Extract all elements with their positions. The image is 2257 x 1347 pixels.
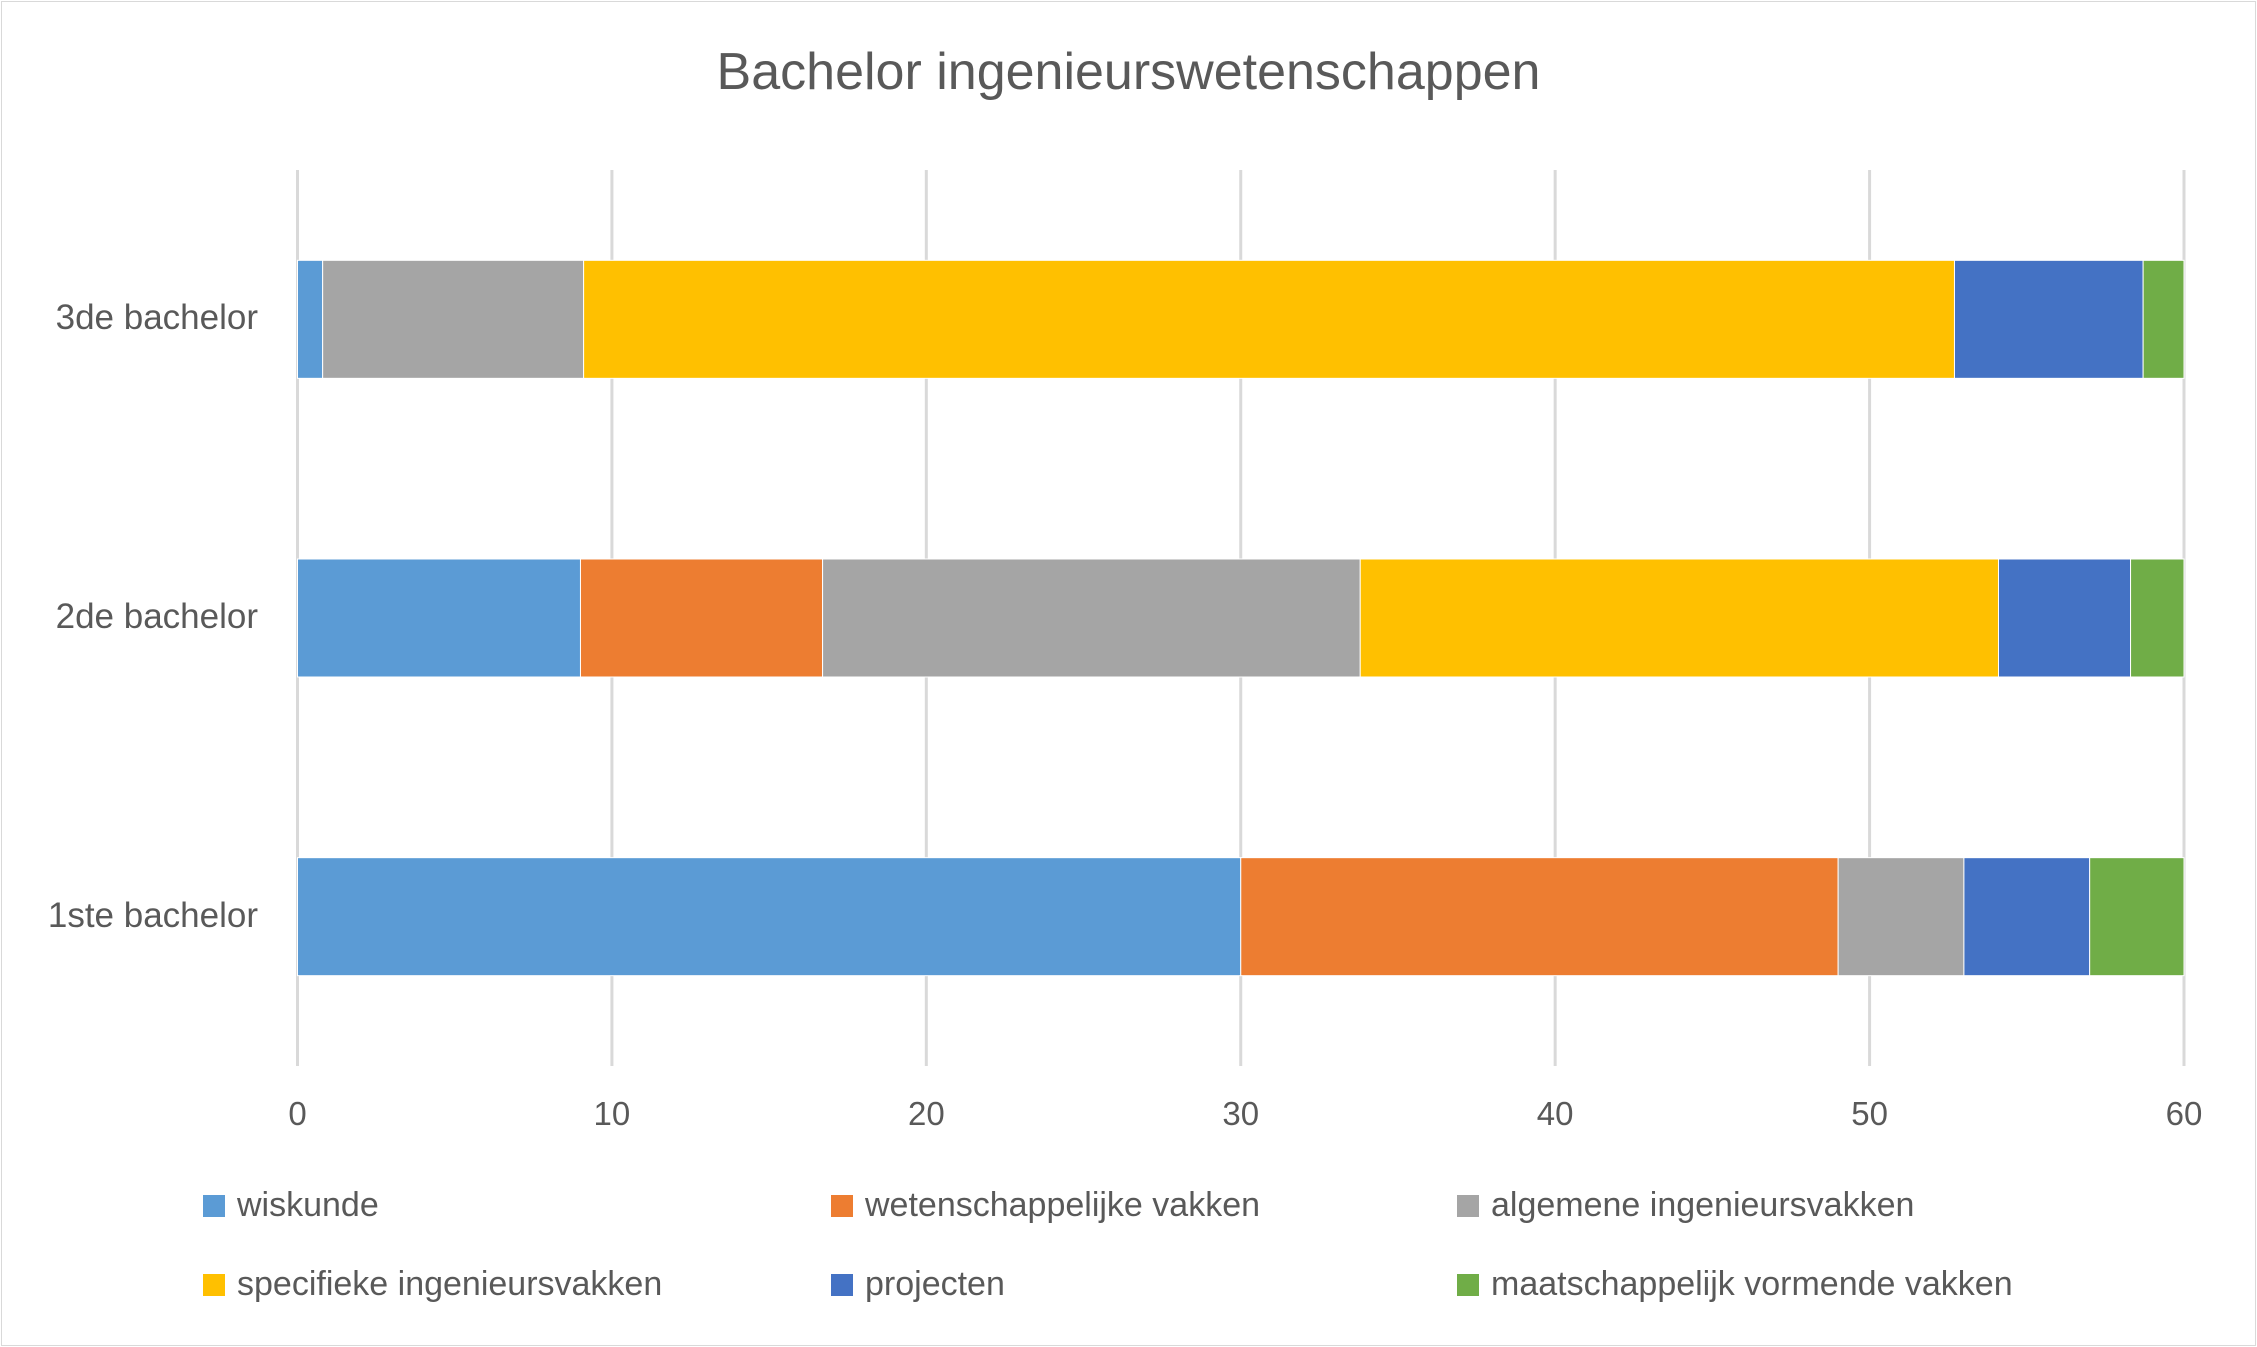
chart-title: Bachelor ingenieurswetenschappen xyxy=(716,43,1541,101)
bar-segment-maatschappelijk-vormende-vakken xyxy=(2142,259,2185,379)
bar-segment-specifieke-ingenieursvakken xyxy=(583,259,1955,379)
bar-segment-projecten xyxy=(1997,558,2132,678)
bar-segment-wetenschappelijke-vakken xyxy=(579,558,824,678)
legend-item: projecten xyxy=(831,1265,1005,1304)
legend-item: algemene ingenieursvakken xyxy=(1457,1186,1914,1225)
x-tick-label: 30 xyxy=(1222,1095,1260,1132)
legend-swatch xyxy=(203,1273,225,1296)
bar-segment-specifieke-ingenieursvakken xyxy=(1359,558,1999,678)
legend-label: maatschappelijk vormende vakken xyxy=(1491,1265,2013,1303)
legend-swatch xyxy=(1457,1194,1479,1217)
x-tick-label: 20 xyxy=(907,1095,945,1132)
category-label: 1ste bachelor xyxy=(47,895,258,935)
x-tick-label: 40 xyxy=(1536,1095,1574,1132)
bar-segment-projecten xyxy=(1953,259,2144,379)
bar-segment-wiskunde xyxy=(297,857,1242,977)
legend-item: specifieke ingenieursvakken xyxy=(203,1265,662,1304)
legend-swatch xyxy=(831,1273,853,1296)
bar-segment-projecten xyxy=(1963,857,2091,977)
bar-segment-wiskunde xyxy=(297,259,324,379)
bar-segment-algemene-ingenieursvakken xyxy=(822,558,1361,678)
legend-item: wetenschappelijke vakken xyxy=(831,1186,1260,1225)
legend-swatch xyxy=(203,1194,225,1217)
legend-item: wiskunde xyxy=(203,1186,379,1225)
legend-label: wiskunde xyxy=(237,1186,379,1224)
bar-segment-maatschappelijk-vormende-vakken xyxy=(2089,857,2185,977)
x-tick-label: 50 xyxy=(1851,1095,1888,1132)
bar-segment-wetenschappelijke-vakken xyxy=(1240,857,1839,977)
bar-segment-algemene-ingenieursvakken xyxy=(322,259,585,379)
x-tick-label: 0 xyxy=(288,1095,307,1132)
x-tick-label: 10 xyxy=(593,1095,631,1132)
bar-segment-wiskunde xyxy=(297,558,581,678)
x-tick-label: 60 xyxy=(2165,1095,2203,1132)
category-label: 3de bachelor xyxy=(55,298,258,338)
bar-segment-algemene-ingenieursvakken xyxy=(1837,857,1965,977)
legend-label: specifieke ingenieursvakken xyxy=(237,1265,663,1303)
legend-item: maatschappelijk vormende vakken xyxy=(1457,1265,2013,1304)
legend-swatch xyxy=(831,1194,853,1217)
legend-swatch xyxy=(1457,1273,1479,1296)
category-label: 2de bachelor xyxy=(55,597,258,636)
legend-label: wetenschappelijke vakken xyxy=(865,1186,1261,1224)
legend-label: algemene ingenieursvakken xyxy=(1491,1186,1915,1224)
bar-segment-maatschappelijk-vormende-vakken xyxy=(2130,558,2185,678)
legend-label: projecten xyxy=(865,1265,1005,1303)
